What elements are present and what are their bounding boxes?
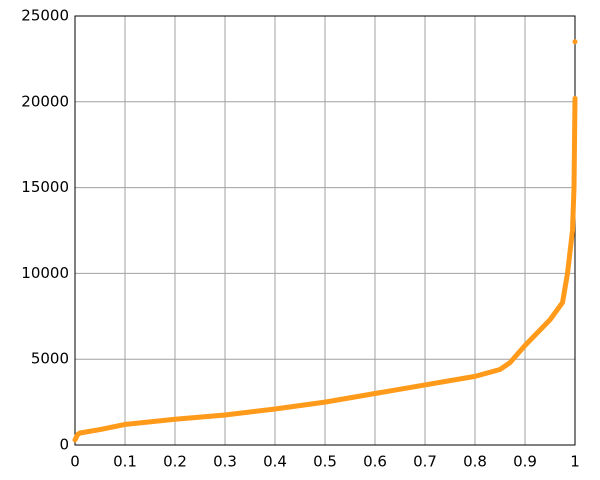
x-tick-label: 0.3 <box>213 453 237 471</box>
y-tick-label: 5000 <box>31 350 69 368</box>
y-tick-label: 25000 <box>21 7 69 25</box>
x-tick-label: 0.1 <box>113 453 137 471</box>
x-tick-label: 0 <box>70 453 80 471</box>
x-tick-label: 0.7 <box>413 453 437 471</box>
x-tick-label: 0.5 <box>313 453 337 471</box>
y-tick-label: 0 <box>59 436 69 454</box>
x-tick-label: 0.8 <box>463 453 487 471</box>
x-tick-label: 0.2 <box>163 453 187 471</box>
data-line <box>72 39 578 443</box>
y-tick-label: 20000 <box>21 92 69 110</box>
x-tick-label: 0.9 <box>513 453 537 471</box>
y-tick-label: 15000 <box>21 178 69 196</box>
x-tick-label: 1 <box>570 453 580 471</box>
y-tick-label: 10000 <box>21 264 69 282</box>
x-tick-label: 0.4 <box>263 453 287 471</box>
x-tick-label: 0.6 <box>363 453 387 471</box>
